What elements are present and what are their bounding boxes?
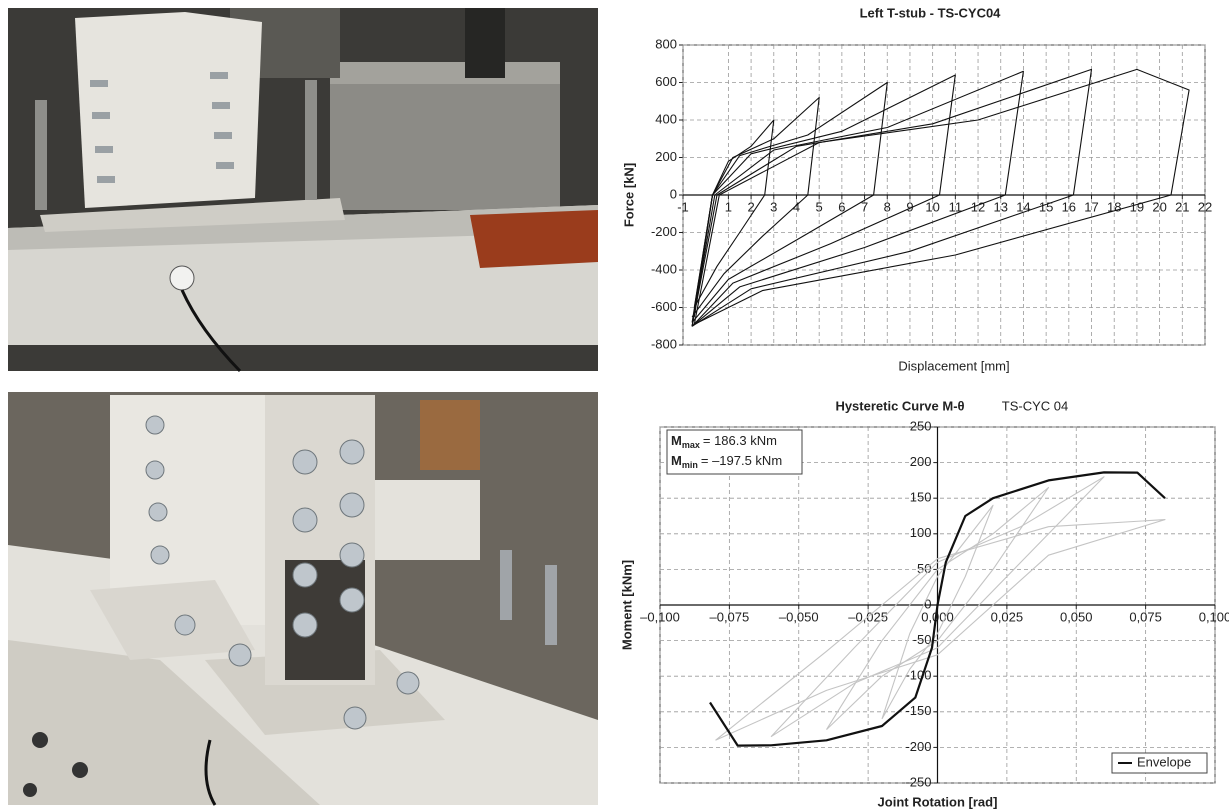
- y-tick-label: 200: [910, 454, 932, 469]
- annotation-symbol: M: [671, 433, 682, 448]
- y-axis-label: Force [kN]: [621, 163, 636, 227]
- y-axis-label: Moment [kNm]: [619, 560, 634, 650]
- y-tick-label: -600: [651, 299, 677, 314]
- photo-tstub-bottom: [8, 392, 598, 805]
- chart-subtitle: TS-CYC 04: [1002, 398, 1068, 413]
- x-tick-label: 19: [1130, 199, 1144, 214]
- x-tick-label: 13: [994, 199, 1008, 214]
- annotation-text: = 186.3 kNm: [703, 433, 777, 448]
- x-tick-label: 0,050: [1060, 609, 1093, 624]
- y-tick-label: 100: [910, 525, 932, 540]
- x-tick-label: 15: [1039, 199, 1053, 214]
- x-axis-label: Displacement [mm]: [898, 358, 1009, 373]
- x-tick-label: 20: [1152, 199, 1166, 214]
- page: -800-600-400-2000200400600800-1123456789…: [0, 0, 1229, 812]
- x-tick-label: 0,075: [1129, 609, 1162, 624]
- x-tick-label: –0,075: [709, 609, 749, 624]
- x-tick-label: 8: [884, 199, 891, 214]
- y-tick-label: -400: [651, 261, 677, 276]
- x-tick-label: -1: [677, 199, 689, 214]
- x-tick-label: 16: [1062, 199, 1076, 214]
- x-tick-label: 17: [1084, 199, 1098, 214]
- x-tick-label: 0,025: [991, 609, 1024, 624]
- y-tick-label: 400: [655, 111, 677, 126]
- y-tick-label: 200: [655, 149, 677, 164]
- x-axis-label: Joint Rotation [rad]: [878, 794, 998, 809]
- x-tick-label: 5: [816, 199, 823, 214]
- y-tick-label: 150: [910, 490, 932, 505]
- x-tick-label: 10: [925, 199, 939, 214]
- y-tick-label: 0: [670, 186, 677, 201]
- x-tick-label: 22: [1198, 199, 1212, 214]
- photo-tstub-top: [8, 8, 598, 371]
- y-tick-label: -250: [905, 774, 931, 789]
- chart-title: Hysteretic Curve M-θ: [835, 398, 964, 413]
- annotation-subscript: min: [682, 460, 698, 470]
- y-tick-label: -200: [905, 739, 931, 754]
- y-tick-label: 800: [655, 36, 677, 51]
- chart-title: Left T-stub - TS-CYC04: [860, 5, 1002, 20]
- annotation-symbol: M: [671, 453, 682, 468]
- x-tick-label: 1: [725, 199, 732, 214]
- y-tick-label: -200: [651, 224, 677, 239]
- x-tick-label: –0,050: [779, 609, 819, 624]
- x-tick-label: –0,100: [640, 609, 680, 624]
- y-tick-label: 600: [655, 74, 677, 89]
- x-tick-label: 21: [1175, 199, 1189, 214]
- x-tick-label: 3: [770, 199, 777, 214]
- annotation-text: = –197.5 kNm: [701, 453, 782, 468]
- legend-label: Envelope: [1137, 754, 1191, 769]
- annotation-subscript: max: [682, 440, 700, 450]
- y-tick-label: 250: [910, 418, 932, 433]
- y-tick-label: -150: [905, 703, 931, 718]
- x-tick-label: 0,100: [1199, 609, 1229, 624]
- y-tick-label: -800: [651, 336, 677, 351]
